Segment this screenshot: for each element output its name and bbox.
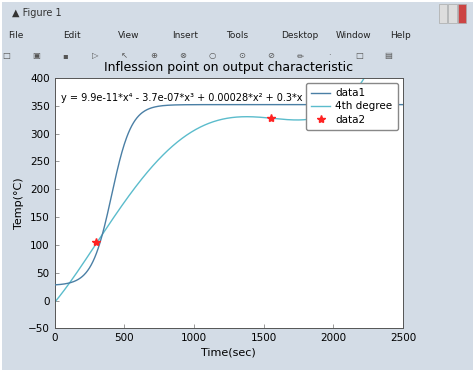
Text: ⊕: ⊕ xyxy=(150,51,157,60)
4th degree xyxy=(141,174,147,178)
4th degree xyxy=(257,115,263,119)
Y-axis label: Temp(°C): Temp(°C) xyxy=(14,177,24,229)
FancyBboxPatch shape xyxy=(439,4,447,23)
Title: Inflession point on output characteristic: Inflession point on output characteristi… xyxy=(104,61,353,74)
Text: □: □ xyxy=(3,51,10,60)
Text: ⊘: ⊘ xyxy=(268,51,274,60)
4th degree xyxy=(113,211,119,216)
data1 xyxy=(210,102,215,107)
Line: 4th degree: 4th degree xyxy=(55,0,403,302)
Text: ▣: ▣ xyxy=(32,51,40,60)
data1 xyxy=(141,109,147,114)
Text: □: □ xyxy=(356,51,363,60)
Text: ·: · xyxy=(328,51,331,60)
4th degree xyxy=(314,115,319,120)
Text: Insert: Insert xyxy=(172,31,198,40)
Text: File: File xyxy=(9,31,24,40)
X-axis label: Time(sec): Time(sec) xyxy=(201,347,256,357)
Text: Window: Window xyxy=(336,31,371,40)
Text: Help: Help xyxy=(390,31,411,40)
data1 xyxy=(314,102,319,107)
data2 xyxy=(268,116,274,120)
Line: data1: data1 xyxy=(55,105,403,285)
Text: View: View xyxy=(118,31,139,40)
Text: ▷: ▷ xyxy=(91,51,98,60)
Text: y = 9.9e-11*x⁴ - 3.7e-07*x³ + 0.00028*x² + 0.3*x - 3.6: y = 9.9e-11*x⁴ - 3.7e-07*x³ + 0.00028*x²… xyxy=(62,93,328,103)
Text: Desktop: Desktop xyxy=(281,31,319,40)
Text: ▪: ▪ xyxy=(63,51,68,60)
4th degree xyxy=(52,300,57,305)
data1 xyxy=(257,102,263,107)
data1 xyxy=(52,283,57,287)
data1 xyxy=(400,102,406,107)
FancyBboxPatch shape xyxy=(458,4,466,23)
4th degree xyxy=(284,117,290,122)
Line: data2: data2 xyxy=(92,114,275,246)
Legend: data1, 4th degree, data2: data1, 4th degree, data2 xyxy=(306,83,398,130)
Text: Edit: Edit xyxy=(63,31,81,40)
Text: ▤: ▤ xyxy=(385,51,392,60)
data1 xyxy=(113,173,119,177)
Text: ↖: ↖ xyxy=(121,51,128,60)
data1 xyxy=(284,102,290,107)
Text: ✏: ✏ xyxy=(297,51,304,60)
data2 xyxy=(93,240,99,244)
Text: Tools: Tools xyxy=(227,31,249,40)
Text: ○: ○ xyxy=(209,51,216,60)
4th degree xyxy=(210,120,215,124)
Text: ⊗: ⊗ xyxy=(180,51,186,60)
Text: ▲ Figure 1: ▲ Figure 1 xyxy=(12,8,62,18)
Text: ⊙: ⊙ xyxy=(238,51,245,60)
FancyBboxPatch shape xyxy=(448,4,457,23)
